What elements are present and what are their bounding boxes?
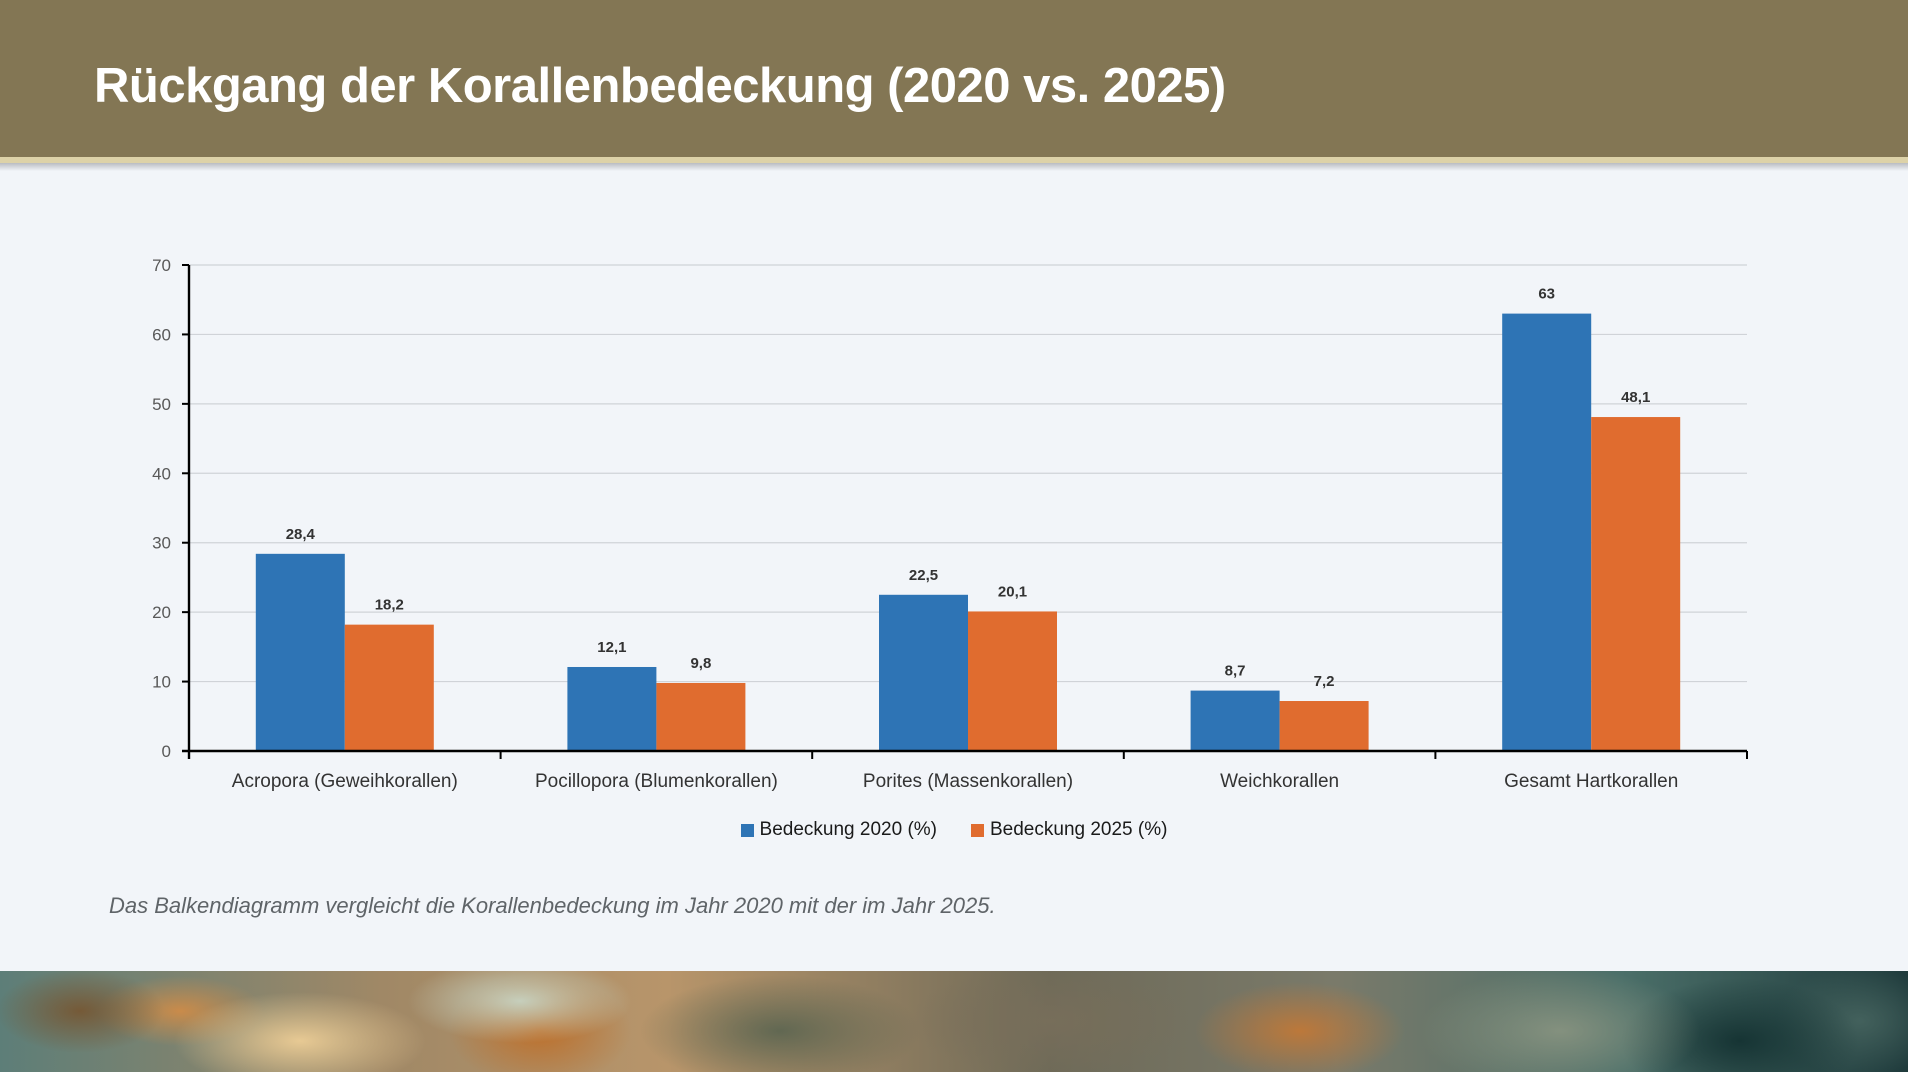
x-category-label: Acropora (Geweihkorallen) (232, 771, 458, 792)
y-tick-label: 40 (152, 464, 171, 483)
y-tick-label: 70 (152, 256, 171, 275)
chart-caption: Das Balkendiagramm vergleicht die Korall… (109, 893, 996, 918)
x-category-label: Pocillopora (Blumenkorallen) (535, 771, 778, 792)
bar-2020 (1190, 690, 1280, 751)
y-tick-label: 30 (152, 534, 171, 553)
legend-item-2025: Bedeckung 2025 (%) (971, 819, 1167, 841)
bar-2025 (344, 624, 434, 751)
header-banner: Rückgang der Korallenbedeckung (2020 vs.… (0, 0, 1908, 157)
y-tick-label: 0 (162, 742, 171, 761)
x-category-label: Porites (Massenkorallen) (863, 771, 1073, 792)
bar-chart: 0 10 20 30 40 50 60 70 28,4 18,2 Acropora (Geweihk… (152, 256, 1748, 792)
bar-2020 (567, 666, 657, 751)
bar-2020 (1502, 313, 1592, 751)
page-title: Rückgang der Korallenbedeckung (2020 vs.… (94, 59, 1226, 113)
chart-canvas: 0 10 20 30 40 50 60 70 28,4 18,2 Acropora (Geweihk… (152, 256, 1748, 792)
data-label: 18,2 (375, 597, 404, 614)
header-accent-stripe (0, 157, 1908, 163)
x-category-label: Weichkorallen (1220, 771, 1339, 792)
bar-2025 (656, 682, 746, 751)
data-label: 12,1 (597, 639, 626, 656)
data-label: 8,7 (1225, 663, 1246, 680)
y-tick-label: 20 (152, 603, 171, 622)
data-label: 7,2 (1314, 673, 1335, 690)
chart-legend: Bedeckung 2020 (%) Bedeckung 2025 (%) (0, 819, 1908, 841)
data-label: 9,8 (690, 655, 711, 672)
x-category-label: Gesamt Hartkorallen (1504, 771, 1678, 792)
bar-2025 (968, 611, 1057, 751)
bar-2025 (1279, 701, 1369, 751)
data-label: 22,5 (909, 567, 938, 584)
bar-2020 (879, 594, 968, 751)
y-tick-label: 50 (152, 395, 171, 414)
data-label: 48,1 (1621, 389, 1650, 406)
bar-2020 (255, 553, 345, 751)
y-tick-label: 10 (152, 673, 171, 692)
legend-swatch-2020 (740, 823, 754, 837)
legend-item-2020: Bedeckung 2020 (%) (740, 819, 937, 841)
legend-label-2020: Bedeckung 2020 (%) (759, 819, 937, 840)
header-shadow (0, 163, 1908, 171)
data-label: 28,4 (286, 526, 316, 543)
coral-photo-strip (0, 971, 1908, 1072)
y-tick-label: 60 (152, 325, 171, 344)
legend-label-2025: Bedeckung 2025 (%) (990, 819, 1168, 840)
legend-swatch-2025 (971, 823, 984, 837)
data-label: 20,1 (998, 583, 1027, 600)
data-label: 63 (1538, 286, 1555, 303)
bar-2025 (1591, 417, 1681, 751)
